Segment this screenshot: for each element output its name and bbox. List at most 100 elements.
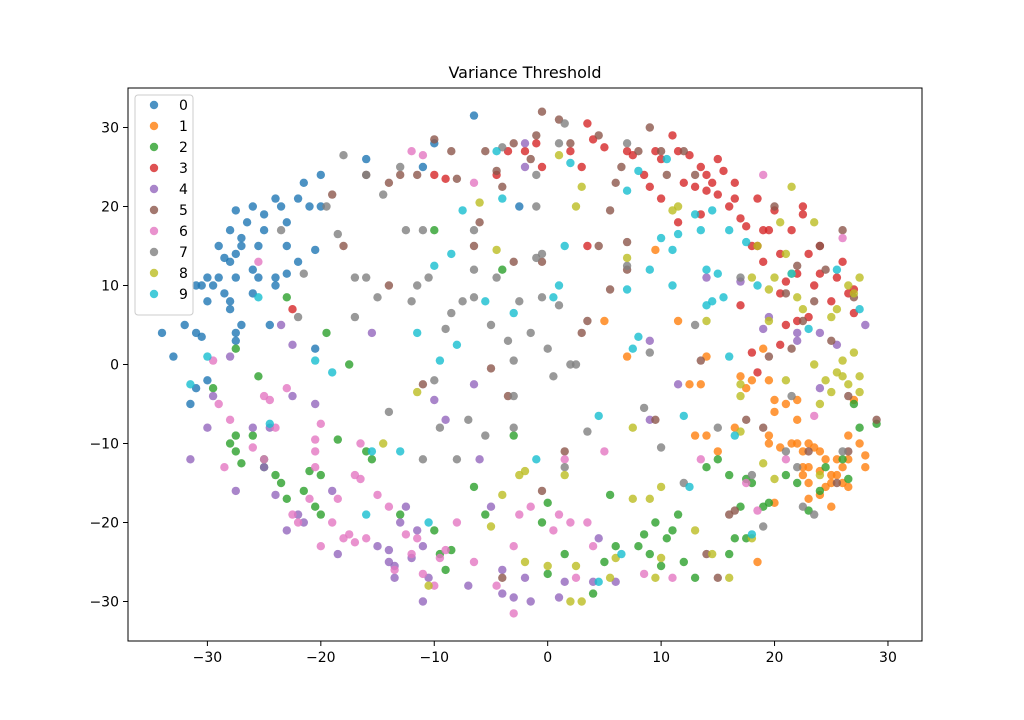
data-point bbox=[458, 297, 467, 306]
data-point bbox=[271, 194, 280, 203]
data-point bbox=[588, 589, 598, 598]
data-point bbox=[804, 494, 813, 503]
data-point bbox=[373, 542, 382, 551]
data-point bbox=[798, 305, 808, 314]
data-point bbox=[668, 281, 677, 290]
data-point bbox=[526, 597, 535, 606]
data-point bbox=[537, 107, 547, 116]
y-axis: −30 −20 −10 0 10 20 30 bbox=[89, 121, 128, 611]
data-point bbox=[492, 581, 501, 590]
data-point bbox=[594, 131, 603, 140]
data-point bbox=[588, 542, 598, 551]
data-point bbox=[838, 372, 847, 381]
data-point bbox=[413, 387, 422, 397]
data-point bbox=[254, 241, 263, 251]
data-point bbox=[844, 474, 853, 484]
data-point bbox=[571, 202, 581, 211]
data-point bbox=[730, 534, 739, 543]
data-point bbox=[373, 490, 382, 500]
data-point bbox=[571, 360, 581, 369]
x-tick-label: 10 bbox=[652, 650, 670, 666]
data-point bbox=[418, 597, 428, 606]
data-point bbox=[759, 522, 768, 531]
data-point bbox=[708, 549, 717, 559]
data-point bbox=[855, 305, 864, 314]
data-point bbox=[617, 549, 626, 559]
data-point bbox=[379, 190, 388, 199]
data-point bbox=[520, 162, 530, 172]
data-point bbox=[362, 510, 371, 519]
data-point bbox=[373, 293, 382, 302]
data-point bbox=[628, 423, 637, 432]
data-point bbox=[821, 376, 830, 385]
data-point bbox=[702, 170, 711, 180]
data-point bbox=[645, 265, 654, 274]
data-point bbox=[492, 245, 501, 255]
data-point bbox=[225, 415, 235, 424]
chart-title: Variance Threshold bbox=[448, 63, 601, 82]
data-point bbox=[668, 245, 677, 255]
x-tick-label: −10 bbox=[419, 650, 449, 666]
data-point bbox=[276, 202, 286, 211]
data-point bbox=[311, 399, 320, 409]
series-8 bbox=[379, 151, 864, 606]
data-point bbox=[571, 573, 581, 582]
data-point bbox=[628, 494, 637, 503]
data-point bbox=[594, 411, 603, 421]
data-point bbox=[713, 447, 722, 456]
data-point bbox=[662, 154, 671, 164]
data-point bbox=[651, 245, 660, 255]
data-point bbox=[259, 463, 269, 472]
data-point bbox=[362, 273, 371, 282]
data-point bbox=[753, 281, 762, 290]
data-point bbox=[628, 344, 637, 353]
data-point bbox=[458, 206, 467, 215]
x-tick-label: −30 bbox=[193, 650, 223, 666]
data-point bbox=[509, 257, 518, 266]
data-point bbox=[668, 526, 677, 535]
data-point bbox=[690, 431, 700, 440]
data-point bbox=[248, 423, 257, 432]
data-point bbox=[413, 281, 422, 290]
data-point bbox=[208, 391, 218, 401]
data-point bbox=[600, 447, 609, 456]
data-point bbox=[560, 455, 569, 464]
data-point bbox=[634, 147, 643, 156]
data-point bbox=[203, 297, 212, 306]
data-point bbox=[753, 368, 762, 377]
data-point bbox=[441, 324, 450, 334]
data-point bbox=[702, 463, 711, 472]
data-point bbox=[424, 581, 433, 590]
data-point bbox=[810, 360, 819, 369]
data-point bbox=[759, 423, 768, 432]
data-point bbox=[418, 151, 428, 160]
data-point bbox=[759, 170, 768, 180]
data-point bbox=[645, 182, 654, 191]
data-point bbox=[713, 573, 722, 582]
data-point bbox=[475, 198, 484, 207]
data-point bbox=[537, 249, 547, 259]
data-point bbox=[844, 431, 853, 440]
data-point bbox=[396, 510, 405, 519]
data-point bbox=[742, 237, 751, 247]
legend-box bbox=[134, 94, 194, 316]
legend-label: 7 bbox=[179, 245, 188, 261]
data-point bbox=[282, 384, 291, 393]
data-point bbox=[288, 305, 297, 314]
data-point bbox=[435, 356, 445, 365]
data-point bbox=[418, 455, 428, 464]
y-tick-label: 0 bbox=[110, 358, 119, 374]
data-point bbox=[293, 518, 303, 527]
data-point bbox=[560, 549, 569, 559]
data-point bbox=[259, 210, 269, 219]
data-point bbox=[157, 328, 167, 338]
data-point bbox=[770, 407, 779, 417]
data-point bbox=[322, 328, 331, 338]
legend-marker bbox=[149, 268, 159, 278]
data-point bbox=[265, 395, 274, 405]
data-point bbox=[208, 384, 218, 393]
data-point bbox=[764, 376, 774, 385]
data-point bbox=[827, 312, 836, 322]
data-point bbox=[736, 214, 745, 223]
data-point bbox=[203, 376, 212, 385]
